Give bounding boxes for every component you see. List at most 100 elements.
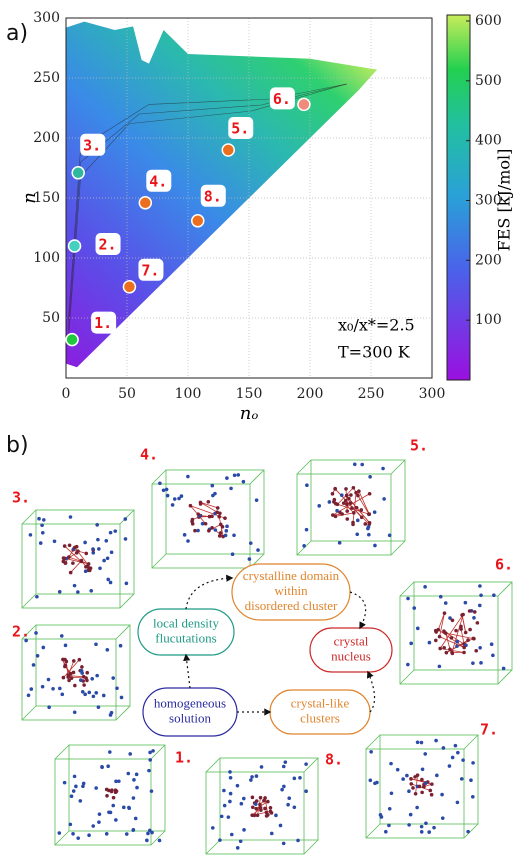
particle	[76, 590, 80, 594]
particle	[131, 828, 136, 832]
particle	[207, 529, 211, 533]
particle	[67, 543, 72, 548]
particle	[119, 695, 124, 700]
particle	[360, 462, 364, 467]
particle	[373, 543, 377, 548]
particle	[42, 518, 46, 522]
particle	[455, 639, 460, 644]
particle	[94, 786, 98, 790]
node-label: homogeneous	[154, 695, 226, 710]
particle	[256, 548, 260, 552]
particle	[467, 609, 472, 613]
box-edge	[115, 705, 131, 721]
particle	[434, 630, 438, 634]
box-edge	[296, 459, 312, 475]
particle	[407, 789, 411, 793]
particle	[67, 678, 71, 683]
particle	[228, 775, 233, 780]
particle	[95, 523, 99, 527]
bond	[334, 488, 363, 518]
particle	[250, 795, 255, 800]
particle	[90, 676, 94, 681]
particle	[132, 778, 136, 782]
point	[191, 214, 205, 228]
point	[67, 239, 82, 253]
particle	[459, 627, 463, 631]
box-edge	[68, 744, 166, 832]
particle	[475, 621, 480, 625]
particle	[97, 820, 101, 824]
particle	[59, 634, 64, 638]
particle	[123, 517, 128, 521]
particle	[384, 829, 388, 834]
particle	[347, 496, 351, 501]
bond	[68, 675, 84, 678]
particle	[203, 521, 208, 526]
particle	[492, 593, 496, 598]
snapshot	[21, 509, 135, 609]
particle	[74, 544, 79, 549]
particle	[40, 523, 44, 528]
particle	[238, 839, 243, 844]
contour	[68, 83, 347, 321]
colorbar-tick-label: 500	[475, 73, 502, 89]
particle	[450, 755, 455, 760]
point-label: 3.	[83, 136, 101, 154]
particle	[409, 782, 414, 786]
particle	[111, 676, 116, 680]
particle	[259, 808, 263, 812]
box-edge	[365, 734, 381, 750]
particle	[229, 486, 233, 491]
particle	[412, 606, 417, 610]
particle	[34, 631, 38, 635]
particle	[69, 676, 74, 680]
particle	[442, 646, 446, 650]
particle	[228, 791, 233, 796]
particle	[107, 810, 111, 815]
particle	[110, 788, 114, 792]
particle	[222, 788, 226, 793]
arrow	[183, 653, 191, 689]
particle	[478, 645, 482, 650]
panel-label: a)	[6, 21, 28, 46]
bond	[63, 659, 80, 678]
particle	[259, 765, 264, 769]
particle	[188, 503, 193, 508]
snapshot	[54, 744, 166, 846]
particle	[469, 778, 473, 783]
particle	[72, 710, 77, 715]
particle	[389, 791, 394, 796]
particle	[68, 570, 73, 575]
particle	[84, 551, 89, 556]
particle	[344, 487, 348, 491]
particle	[121, 805, 126, 810]
box-edge	[379, 734, 479, 825]
particle	[427, 830, 432, 834]
particle	[62, 556, 67, 561]
particle	[108, 713, 113, 717]
particle	[28, 533, 33, 537]
particle	[423, 781, 428, 785]
particle	[472, 610, 477, 614]
particle	[235, 846, 240, 850]
particle	[68, 822, 73, 827]
particle	[341, 501, 346, 505]
particle	[433, 638, 438, 643]
box-edge	[21, 705, 37, 721]
particle	[455, 644, 459, 648]
point-label-bg	[91, 311, 117, 334]
particle	[172, 497, 177, 501]
particle	[215, 506, 220, 510]
particle	[409, 641, 413, 646]
snapshot	[296, 459, 406, 556]
node-label: crystalline domain	[243, 568, 340, 583]
box-edge	[21, 509, 37, 525]
particle	[252, 813, 257, 818]
particle	[35, 653, 40, 658]
particle	[57, 831, 62, 835]
particle	[210, 826, 215, 830]
particle	[40, 684, 45, 689]
snapshot-label: 3.	[12, 489, 30, 507]
particle	[472, 616, 476, 620]
